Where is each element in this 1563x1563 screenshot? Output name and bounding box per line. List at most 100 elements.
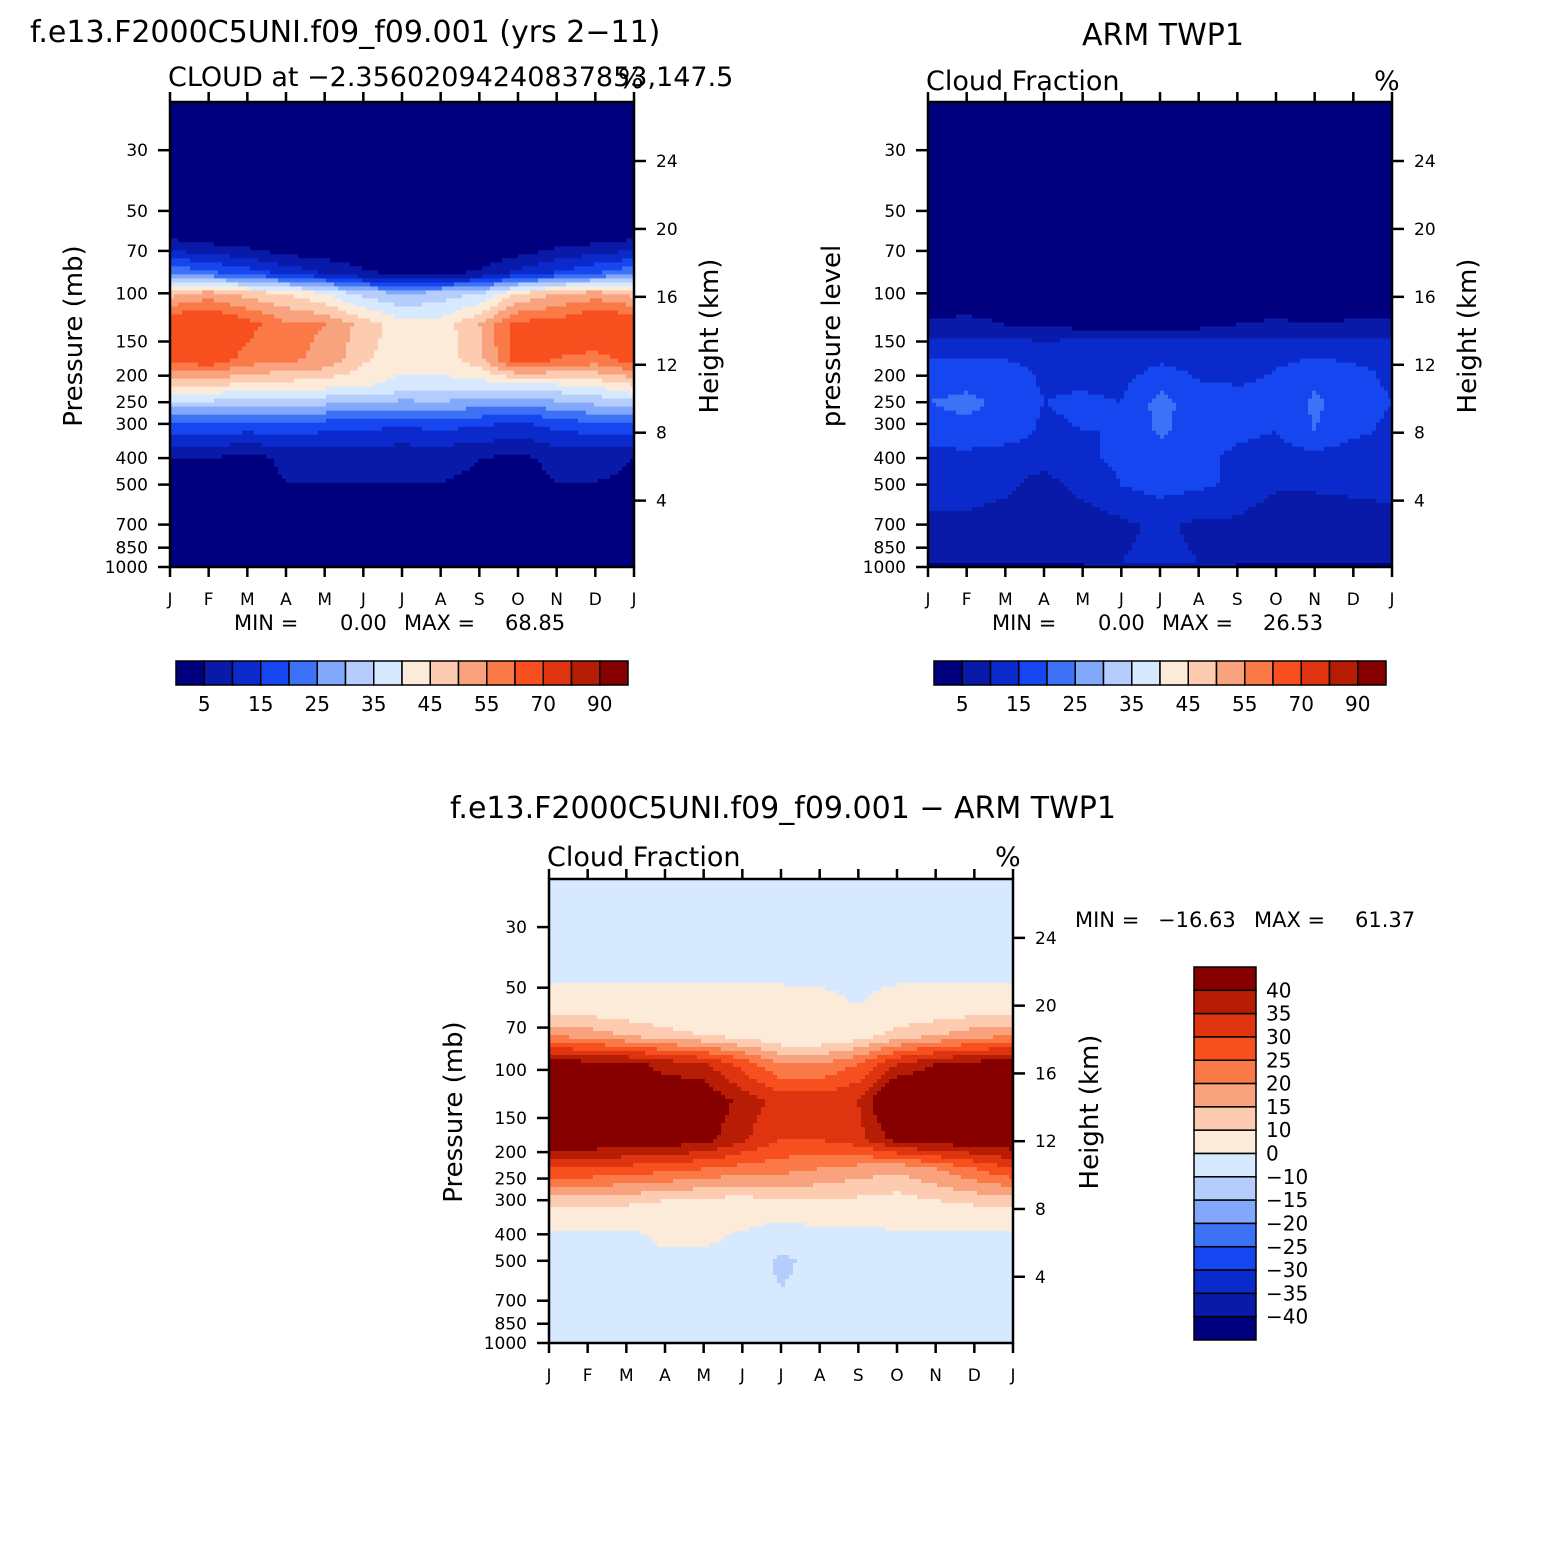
panel-obs-month-label: J (1388, 590, 1394, 610)
colorbar-swatch (1193, 1059, 1257, 1085)
panel-diff-month-label: O (890, 1366, 903, 1386)
colorbar-swatch (599, 660, 629, 686)
colorbar-swatch (1193, 1246, 1257, 1271)
panel-diff-height-label: 4 (1035, 1268, 1046, 1288)
panel-model-y2label: Height (km) (695, 259, 725, 414)
colorbar-label: −15 (1266, 1188, 1308, 1212)
panel-model-colorbar: 5 15 25 35 45 55 70 90 (175, 660, 629, 716)
panel-model-height-label: 16 (656, 288, 678, 308)
colorbar-label: −10 (1266, 1165, 1308, 1189)
colorbar-swatch (1193, 1082, 1257, 1108)
panel-obs-pressure-label: 70 (884, 242, 906, 262)
panel-diff-ylabel: Pressure (mb) (439, 1021, 469, 1202)
panel-obs-month-label: M (1075, 590, 1090, 610)
panel-obs-min-label: MIN = (992, 611, 1056, 635)
colorbar-swatch (1159, 660, 1189, 686)
colorbar-swatch (1131, 660, 1161, 686)
panel-obs-pressure-label: 300 (874, 415, 906, 435)
colorbar-label: 15 (1266, 1095, 1291, 1119)
colorbar-label: −40 (1266, 1305, 1308, 1329)
panel-obs-ylabel: pressure level (817, 245, 847, 427)
panel-model-month-label: J (360, 590, 366, 610)
panel-obs-pressure-label: 30 (884, 141, 906, 161)
colorbar-swatch (1018, 660, 1048, 686)
panel-obs-max-label: MAX = (1162, 611, 1233, 635)
panel-model-pressure-label: 50 (126, 202, 148, 222)
panel-diff-month-label: A (659, 1366, 671, 1386)
panel-diff-month-label: F (583, 1366, 593, 1386)
panel-diff-field (549, 879, 1013, 1343)
colorbar-swatch (961, 660, 992, 686)
panel-model-month-label: M (240, 590, 255, 610)
panel-obs-month-label: A (1038, 590, 1050, 610)
colorbar-label: 25 (305, 692, 330, 716)
colorbar-swatch (1357, 660, 1387, 686)
panel-model-pressure-label: 500 (116, 476, 148, 496)
panel-model-subtitle: CLOUD at −2.35602094240837853,147.5 (168, 62, 733, 93)
panel-model-height-label: 4 (656, 492, 667, 512)
panel-diff-pressure-label: 150 (495, 1109, 527, 1129)
colorbar-swatch (1193, 1036, 1257, 1061)
colorbar-label: 70 (1289, 692, 1314, 716)
colorbar-swatch (1074, 660, 1105, 686)
colorbar-swatch (1193, 1129, 1257, 1155)
panel-model-height-label: 8 (656, 424, 667, 444)
panel-diff-height-label: 16 (1035, 1064, 1057, 1084)
panel-diff-max-label: MAX = (1254, 908, 1325, 932)
colorbar-label: 10 (1266, 1118, 1291, 1142)
colorbar-label: 15 (248, 692, 273, 716)
colorbar-label: 25 (1063, 692, 1088, 716)
panel-diff-pressure-label: 50 (505, 979, 527, 999)
panel-diff: f.e13.F2000C5UNI.f09_f09.001 − ARM TWP1 … (439, 791, 1415, 1386)
panel-diff-pressure-label: 200 (495, 1143, 527, 1163)
colorbar-swatch (1193, 1269, 1257, 1295)
panel-model-pressure-label: 150 (116, 333, 148, 353)
panel-obs-colorbar: 5 15 25 35 45 55 70 90 (933, 660, 1387, 716)
panel-model-month-label: D (589, 590, 602, 610)
panel-diff-title: f.e13.F2000C5UNI.f09_f09.001 − ARM TWP1 (450, 791, 1116, 826)
panel-model-height-label: 24 (656, 152, 678, 172)
panel-model-field (170, 102, 634, 567)
panel-diff-pressure-label: 500 (495, 1252, 527, 1272)
colorbar-label: 55 (474, 692, 499, 716)
colorbar-swatch (1193, 1315, 1257, 1341)
colorbar-label: 30 (1266, 1025, 1291, 1049)
panel-diff-month-label: S (853, 1366, 864, 1386)
panel-diff-pressure-label: 70 (505, 1019, 527, 1039)
panel-obs-units: % (1374, 66, 1400, 97)
colorbar-label: −35 (1266, 1281, 1308, 1305)
panel-obs-height-label: 16 (1414, 288, 1436, 308)
panel-model-min-value: 0.00 (340, 611, 387, 635)
panel-model-month-label: S (474, 590, 485, 610)
panel-obs-pressure-label: 500 (874, 476, 906, 496)
colorbar-swatch (1046, 660, 1076, 686)
colorbar-label: 20 (1266, 1072, 1291, 1096)
colorbar-swatch (1193, 1199, 1257, 1225)
panel-model-month-label: F (204, 590, 214, 610)
colorbar-swatch (1193, 1222, 1257, 1248)
panel-model-max-value: 68.85 (505, 611, 565, 635)
panel-diff-min-value: −16.63 (1158, 908, 1236, 932)
panel-diff-min-label: MIN = (1075, 908, 1139, 932)
colorbar-swatch (429, 660, 460, 686)
colorbar-swatch (1193, 1012, 1257, 1038)
colorbar-swatch (316, 660, 347, 686)
panel-model-month-label: M (317, 590, 332, 610)
panel-diff-pressure-label: 400 (495, 1225, 527, 1245)
panel-obs-month-label: J (1156, 590, 1162, 610)
panel-model-month-label: A (435, 590, 447, 610)
colorbar-swatch (1193, 989, 1257, 1015)
panel-model-pressure-label: 200 (116, 367, 148, 387)
panel-diff-pressure-label: 300 (495, 1191, 527, 1211)
panel-diff-pressure-label: 1000 (484, 1334, 527, 1354)
colorbar-swatch (542, 660, 573, 686)
panel-obs-pressure-label: 50 (884, 202, 906, 222)
colorbar-swatch (344, 660, 375, 686)
panel-obs-month-label: N (1308, 590, 1321, 610)
panel-diff-units: % (995, 842, 1021, 873)
panel-model-units: % (618, 64, 644, 95)
panel-model-title: f.e13.F2000C5UNI.f09_f09.001 (yrs 2−11) (30, 15, 660, 50)
colorbar-swatch (1193, 1106, 1257, 1131)
panel-model-month-label: J (166, 590, 172, 610)
